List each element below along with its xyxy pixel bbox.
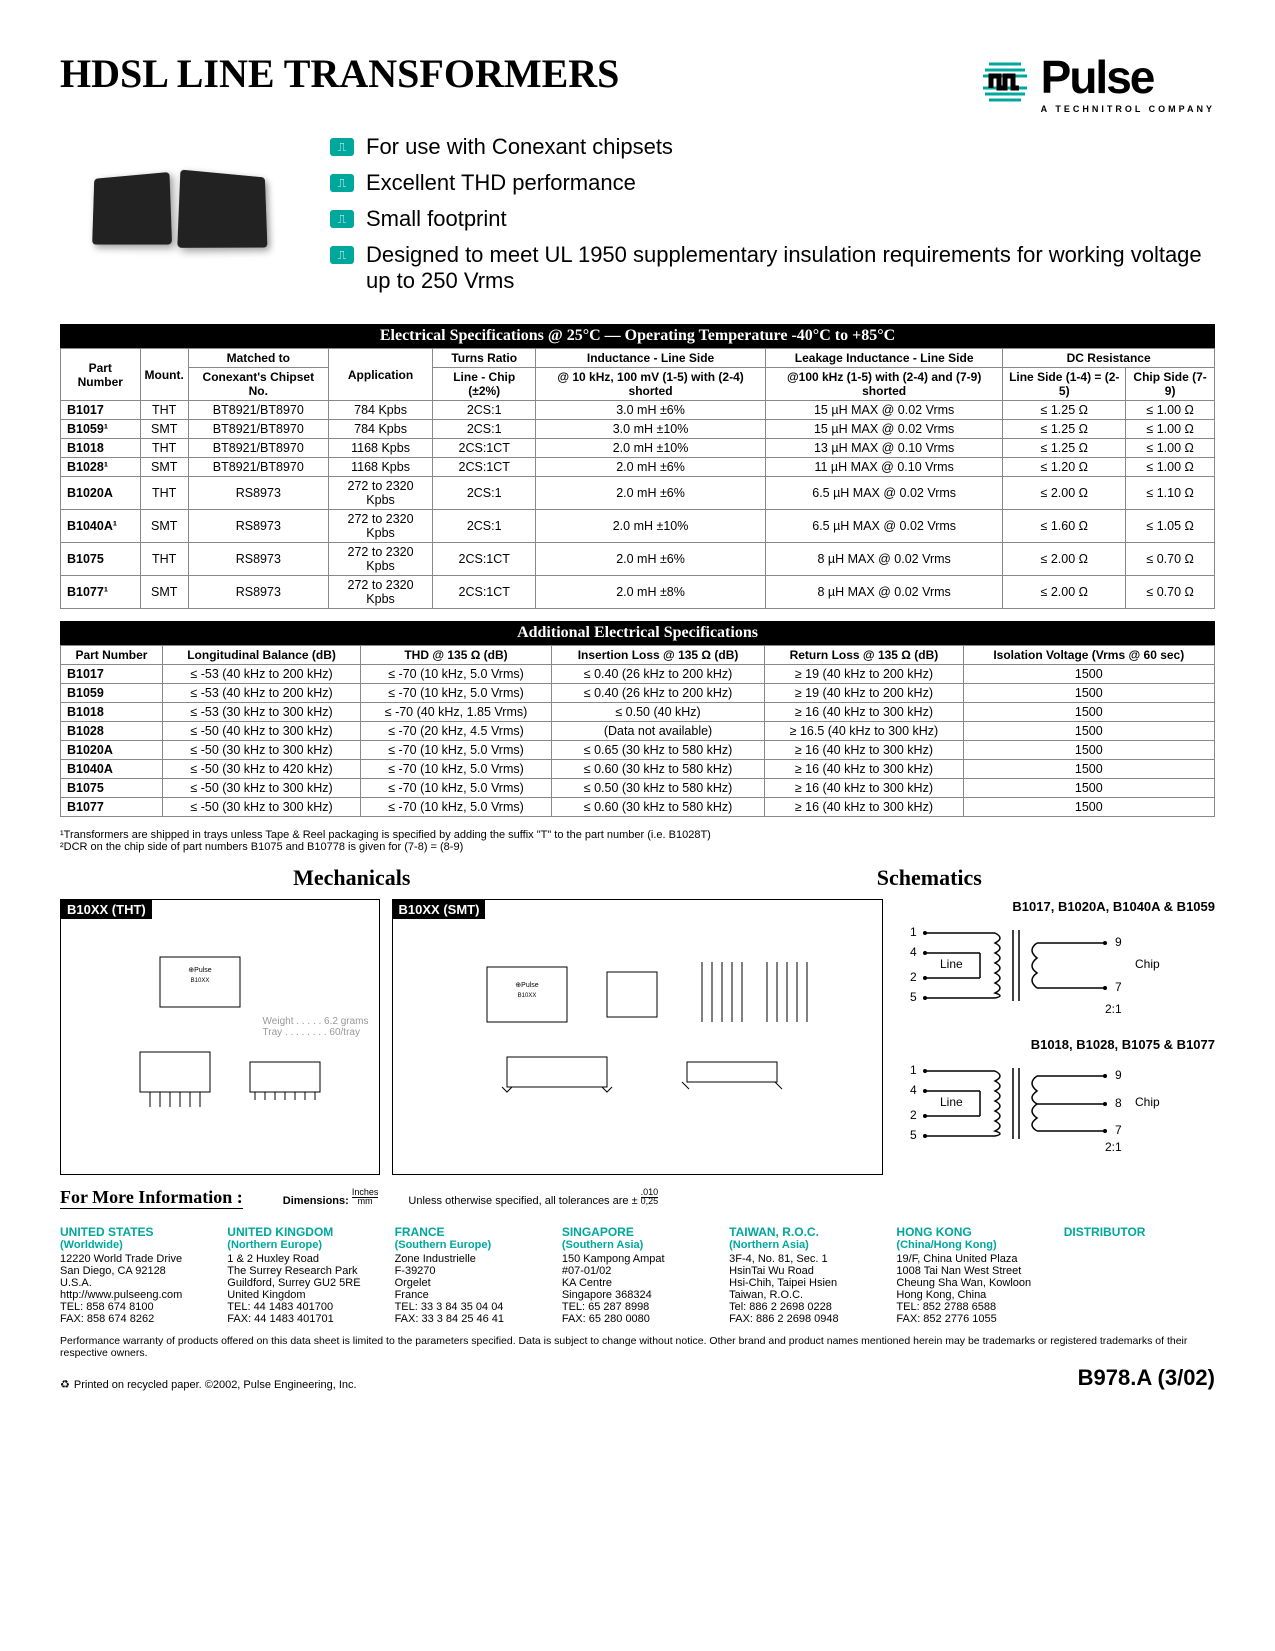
svg-text:9: 9 (1115, 1068, 1122, 1082)
product-image (60, 134, 300, 284)
svg-text:4: 4 (910, 945, 917, 959)
svg-text:⊕Pulse: ⊕Pulse (188, 967, 211, 974)
more-info-heading: For More Information : (60, 1187, 243, 1209)
mechanicals-title: Mechanicals (293, 865, 410, 891)
contact-block: UNITED KINGDOM(Northern Europe)1 & 2 Hux… (227, 1225, 378, 1325)
svg-text:5: 5 (910, 1128, 917, 1142)
mech-tht-diagram: B10XX (THT) ⊕PulseB10XX Weight . . . . .… (60, 899, 380, 1175)
svg-text:2: 2 (910, 970, 917, 984)
table-row: B1018≤ -53 (30 kHz to 300 kHz)≤ -70 (40 … (61, 703, 1215, 722)
contact-block: UNITED STATES(Worldwide)12220 World Trad… (60, 1225, 211, 1325)
svg-text:2:1: 2:1 (1105, 1002, 1122, 1016)
table-row: B1020A≤ -50 (30 kHz to 300 kHz)≤ -70 (10… (61, 741, 1215, 760)
page-title: HDSL LINE TRANSFORMERS (60, 50, 619, 97)
contact-block: DISTRIBUTOR (1064, 1225, 1215, 1325)
table-row: B1077¹SMTRS8973272 to 2320 Kpbs2CS:1CT2.… (61, 576, 1215, 609)
svg-text:1: 1 (910, 1063, 917, 1077)
mech-smt-diagram: B10XX (SMT) ⊕PulseB10XX (392, 899, 883, 1175)
elec-spec-header: Electrical Specifications @ 25°C — Opera… (60, 324, 1215, 348)
feature-text: Small footprint (366, 206, 507, 232)
table-row: B1017≤ -53 (40 kHz to 200 kHz)≤ -70 (10 … (61, 665, 1215, 684)
svg-text:2:1: 2:1 (1105, 1140, 1122, 1154)
schematic-group-1: B1017, B1020A, B1040A & B1059 1 4 2 5 Li… (895, 899, 1215, 1021)
svg-text:8: 8 (1115, 1096, 1122, 1110)
contact-block: FRANCE(Southern Europe)Zone Industrielle… (395, 1225, 546, 1325)
table-row: B1040A≤ -50 (30 kHz to 420 kHz)≤ -70 (10… (61, 760, 1215, 779)
table-row: B1020ATHTRS8973272 to 2320 Kpbs2CS:12.0 … (61, 477, 1215, 510)
svg-text:⊕Pulse: ⊕Pulse (516, 982, 539, 989)
svg-text:B10XX: B10XX (518, 993, 537, 999)
svg-text:B10XX: B10XX (190, 978, 209, 984)
svg-text:9: 9 (1115, 935, 1122, 949)
contact-block: HONG KONG(China/Hong Kong)19/F, China Un… (896, 1225, 1047, 1325)
svg-text:Chip: Chip (1135, 957, 1160, 971)
svg-text:5: 5 (910, 990, 917, 1004)
recycle-icon: ♻ (60, 1378, 70, 1391)
table-row: B1075THTRS8973272 to 2320 Kpbs2CS:1CT2.0… (61, 543, 1215, 576)
svg-text:1: 1 (910, 925, 917, 939)
elec-spec-table: Part NumberMount.Matched toApplicationTu… (60, 348, 1215, 609)
contact-block: TAIWAN, R.O.C.(Northern Asia)3F-4, No. 8… (729, 1225, 880, 1325)
svg-text:4: 4 (910, 1083, 917, 1097)
contact-block: SINGAPORE(Southern Asia)150 Kampong Ampa… (562, 1225, 713, 1325)
svg-text:2: 2 (910, 1108, 917, 1122)
document-number: B978.A (3/02) (1078, 1365, 1215, 1391)
addl-spec-header: Additional Electrical Specifications (60, 621, 1215, 645)
dimensions-note: Dimensions: Inchesmm Unless otherwise sp… (283, 1188, 658, 1207)
svg-text:7: 7 (1115, 1123, 1122, 1137)
table-row: B1028¹SMTBT8921/BT89701168 Kpbs2CS:1CT2.… (61, 458, 1215, 477)
footnote: ²DCR on the chip side of part numbers B1… (60, 841, 1215, 853)
contacts-row: UNITED STATES(Worldwide)12220 World Trad… (60, 1225, 1215, 1325)
svg-text:Line: Line (940, 957, 963, 971)
company-tagline: A TECHNITROL COMPANY (1041, 104, 1215, 114)
table-row: B1018THTBT8921/BT89701168 Kpbs2CS:1CT2.0… (61, 439, 1215, 458)
svg-text:Chip: Chip (1135, 1095, 1160, 1109)
table-row: B1077≤ -50 (30 kHz to 300 kHz)≤ -70 (10 … (61, 798, 1215, 817)
table-row: B1040A¹SMTRS8973272 to 2320 Kpbs2CS:12.0… (61, 510, 1215, 543)
footnote: ¹Transformers are shipped in trays unles… (60, 829, 1215, 841)
feature-text: For use with Conexant chipsets (366, 134, 673, 160)
table-row: B1028≤ -50 (40 kHz to 300 kHz)≤ -70 (20 … (61, 722, 1215, 741)
addl-spec-table: Part NumberLongitudinal Balance (dB)THD … (60, 645, 1215, 817)
schematics-title: Schematics (877, 865, 982, 891)
recycle-note: ♻ Printed on recycled paper. ©2002, Puls… (60, 1378, 357, 1391)
pulse-logo-icon (977, 54, 1033, 110)
company-logo: Pulse A TECHNITROL COMPANY (977, 50, 1215, 114)
svg-text:Line: Line (940, 1095, 963, 1109)
schematic-group-2: B1018, B1028, B1075 & B1077 1 4 2 5 Line… (895, 1037, 1215, 1159)
bullet-icon: ⎍ (330, 138, 354, 156)
company-name: Pulse (1041, 50, 1215, 104)
feature-list: ⎍ For use with Conexant chipsets ⎍ Excelle… (330, 134, 1215, 304)
footnotes: ¹Transformers are shipped in trays unles… (60, 829, 1215, 853)
table-row: B1059≤ -53 (40 kHz to 200 kHz)≤ -70 (10 … (61, 684, 1215, 703)
table-row: B1017THTBT8921/BT8970784 Kpbs2CS:13.0 mH… (61, 401, 1215, 420)
feature-text: Excellent THD performance (366, 170, 636, 196)
bullet-icon: ⎍ (330, 246, 354, 264)
feature-text: Designed to meet UL 1950 supplementary i… (366, 242, 1215, 294)
bullet-icon: ⎍ (330, 174, 354, 192)
table-row: B1059¹SMTBT8921/BT8970784 Kpbs2CS:13.0 m… (61, 420, 1215, 439)
disclaimer: Performance warranty of products offered… (60, 1335, 1215, 1359)
svg-text:7: 7 (1115, 980, 1122, 994)
table-row: B1075≤ -50 (30 kHz to 300 kHz)≤ -70 (10 … (61, 779, 1215, 798)
bullet-icon: ⎍ (330, 210, 354, 228)
